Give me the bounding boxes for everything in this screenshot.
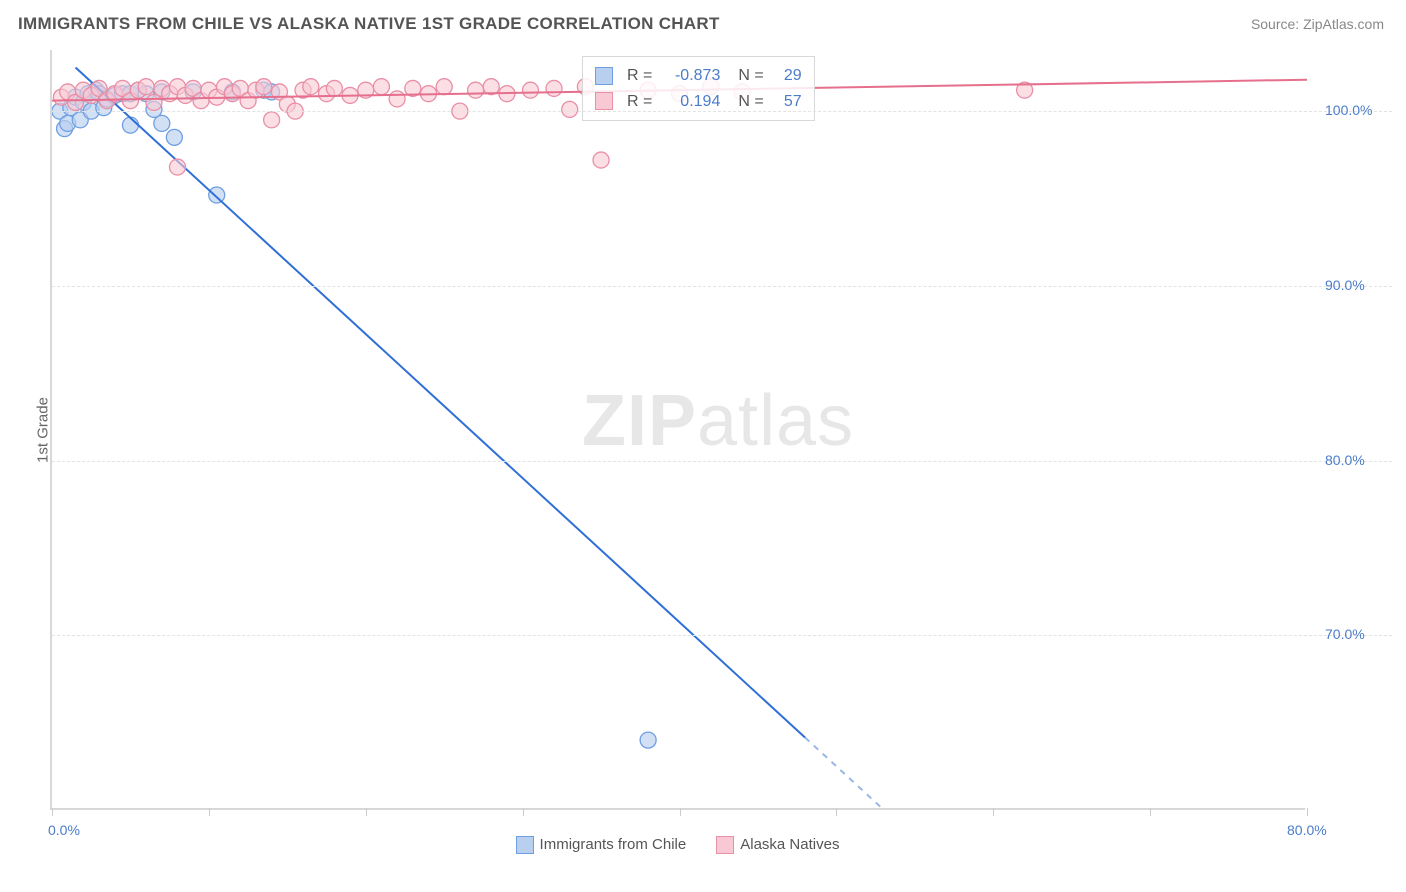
x-tick: [1307, 808, 1308, 816]
y-axis-title: 1st Grade: [34, 397, 51, 463]
legend-item-chile: Immigrants from Chile: [516, 836, 687, 854]
alaska-legend-label: Alaska Natives: [740, 836, 839, 853]
alaska-point: [256, 79, 272, 95]
x-tick: [52, 808, 53, 816]
chile-point: [154, 115, 170, 131]
x-tick: [993, 808, 994, 816]
gridline-h: [52, 111, 1392, 112]
stats-N-label: N =: [738, 63, 763, 89]
stats-R-label: R =: [627, 63, 652, 89]
x-tick: [836, 808, 837, 816]
chile-legend-label: Immigrants from Chile: [540, 836, 687, 853]
x-tick: [680, 808, 681, 816]
alaska-point: [303, 79, 319, 95]
alaska-point: [170, 159, 186, 175]
chart-title: IMMIGRANTS FROM CHILE VS ALASKA NATIVE 1…: [18, 14, 720, 34]
chile-point: [209, 187, 225, 203]
alaska-point: [562, 101, 578, 117]
gridline-h: [52, 286, 1392, 287]
alaska-point: [326, 80, 342, 96]
x-tick: [1150, 808, 1151, 816]
alaska-point: [264, 112, 280, 128]
alaska-legend-swatch: [716, 836, 734, 854]
alaska-point: [522, 82, 538, 98]
stats-N-value-chile: 29: [772, 63, 802, 89]
x-tick: [523, 808, 524, 816]
gridline-h: [52, 461, 1392, 462]
y-tick-label: 90.0%: [1325, 277, 1365, 293]
plot-area: ZIPatlas R =-0.873N =29R =0.194N =57 70.…: [50, 50, 1305, 810]
alaska-point: [593, 152, 609, 168]
alaska-point: [468, 82, 484, 98]
stats-R-value-chile: -0.873: [660, 63, 720, 89]
chile-point: [122, 117, 138, 133]
chile-point: [640, 732, 656, 748]
source-label: Source: ZipAtlas.com: [1251, 16, 1384, 32]
alaska-point: [373, 79, 389, 95]
y-tick-label: 100.0%: [1325, 102, 1372, 118]
alaska-point: [146, 94, 162, 110]
stats-row-chile: R = -0.873 N = 29: [595, 63, 802, 89]
chile-swatch: [595, 67, 613, 85]
alaska-point: [546, 80, 562, 96]
alaska-point: [389, 91, 405, 107]
y-tick-label: 70.0%: [1325, 626, 1365, 642]
chile-point: [166, 129, 182, 145]
alaska-swatch: [595, 92, 613, 110]
alaska-point: [138, 79, 154, 95]
legend-item-alaska: Alaska Natives: [716, 836, 839, 854]
x-tick: [209, 808, 210, 816]
gridline-h: [52, 635, 1392, 636]
chart-svg: [52, 50, 1307, 810]
y-tick-label: 80.0%: [1325, 452, 1365, 468]
bottom-legend: Immigrants from Chile Alaska Natives: [50, 836, 1305, 854]
chile-trendline-dash: [805, 738, 884, 810]
alaska-point: [436, 79, 452, 95]
x-tick: [366, 808, 367, 816]
plot-wrap: 1st Grade ZIPatlas R =-0.873N =29R =0.19…: [50, 50, 1390, 810]
chile-legend-swatch: [516, 836, 534, 854]
